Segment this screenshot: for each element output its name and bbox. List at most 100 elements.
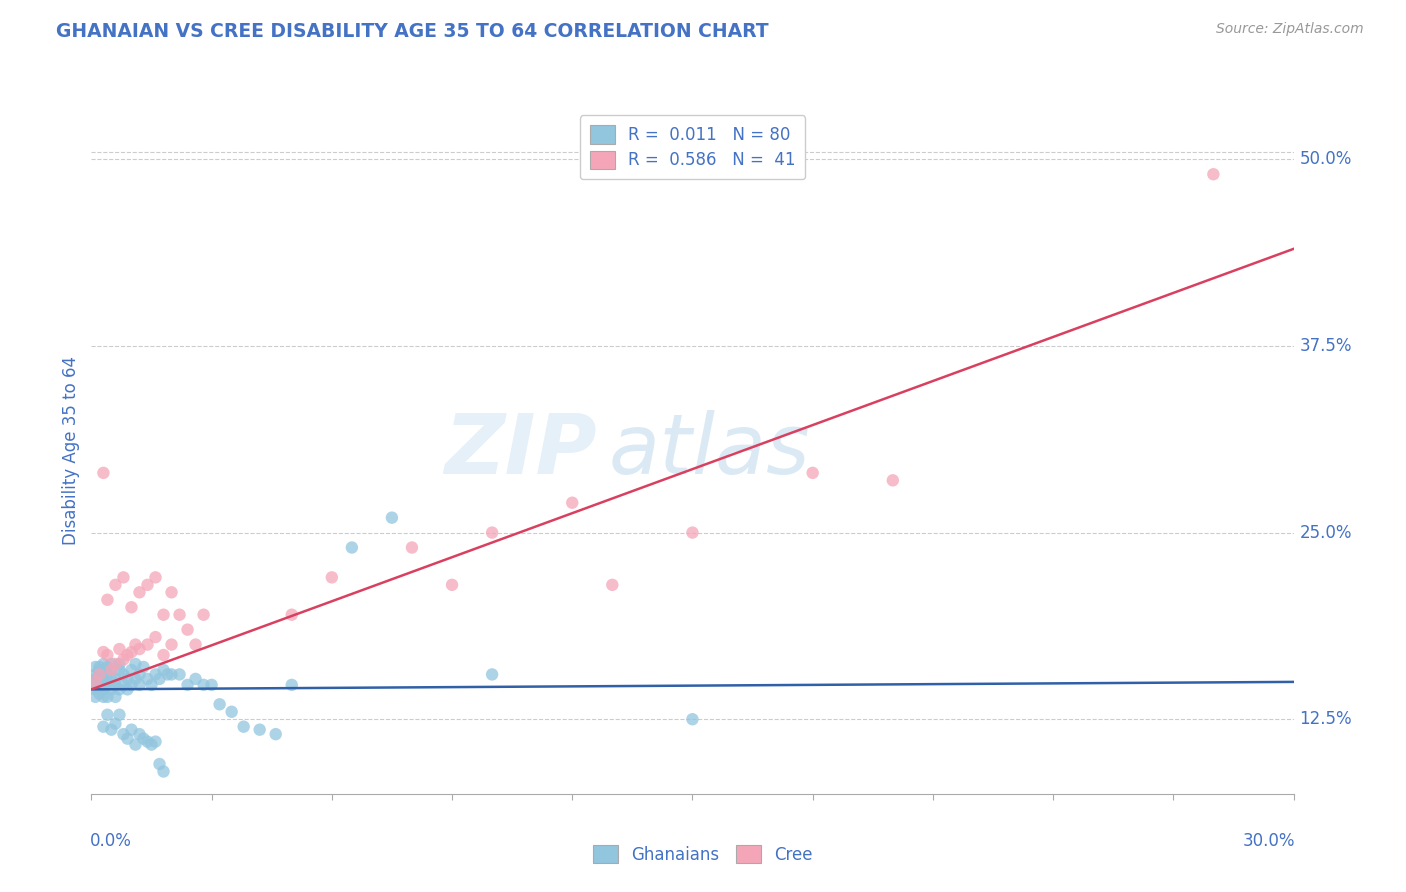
Legend: R =  0.011   N = 80, R =  0.586   N =  41: R = 0.011 N = 80, R = 0.586 N = 41 bbox=[579, 115, 806, 179]
Text: 37.5%: 37.5% bbox=[1299, 337, 1353, 355]
Point bbox=[121, 723, 143, 737]
Point bbox=[100, 723, 122, 737]
Point bbox=[89, 667, 111, 681]
Point bbox=[561, 496, 583, 510]
Point bbox=[93, 672, 115, 686]
Point bbox=[89, 660, 111, 674]
Point bbox=[160, 585, 183, 599]
Point bbox=[108, 642, 131, 657]
Point bbox=[193, 607, 215, 622]
Point bbox=[152, 663, 174, 677]
Point bbox=[145, 630, 167, 644]
Point bbox=[93, 466, 115, 480]
Point bbox=[128, 585, 150, 599]
Point bbox=[108, 663, 131, 677]
Point bbox=[169, 607, 191, 622]
Point bbox=[401, 541, 423, 555]
Text: 12.5%: 12.5% bbox=[1299, 710, 1353, 728]
Text: 0.0%: 0.0% bbox=[90, 831, 132, 850]
Point bbox=[104, 657, 127, 671]
Text: GHANAIAN VS CREE DISABILITY AGE 35 TO 64 CORRELATION CHART: GHANAIAN VS CREE DISABILITY AGE 35 TO 64… bbox=[56, 22, 769, 41]
Point bbox=[89, 687, 111, 701]
Point bbox=[141, 738, 163, 752]
Point bbox=[145, 734, 167, 748]
Point bbox=[145, 667, 167, 681]
Point bbox=[132, 731, 155, 746]
Point bbox=[104, 716, 127, 731]
Point bbox=[112, 667, 135, 681]
Point bbox=[440, 578, 463, 592]
Point bbox=[96, 592, 118, 607]
Point bbox=[84, 660, 107, 674]
Point bbox=[221, 705, 243, 719]
Point bbox=[93, 678, 115, 692]
Point bbox=[104, 672, 127, 686]
Point bbox=[117, 731, 139, 746]
Point bbox=[681, 525, 703, 540]
Point bbox=[108, 707, 131, 722]
Y-axis label: Disability Age 35 to 64: Disability Age 35 to 64 bbox=[62, 356, 80, 545]
Point bbox=[117, 682, 139, 697]
Point bbox=[93, 682, 115, 697]
Point bbox=[176, 623, 198, 637]
Point bbox=[100, 663, 122, 677]
Point bbox=[121, 678, 143, 692]
Point bbox=[152, 648, 174, 662]
Point bbox=[96, 678, 118, 692]
Point bbox=[193, 678, 215, 692]
Point bbox=[93, 645, 115, 659]
Point bbox=[89, 678, 111, 692]
Text: 30.0%: 30.0% bbox=[1243, 831, 1295, 850]
Point bbox=[128, 667, 150, 681]
Point bbox=[128, 642, 150, 657]
Point bbox=[104, 678, 127, 692]
Point bbox=[136, 672, 159, 686]
Point bbox=[96, 660, 118, 674]
Point bbox=[249, 723, 271, 737]
Point bbox=[136, 578, 159, 592]
Point bbox=[160, 638, 183, 652]
Point bbox=[100, 663, 122, 677]
Point bbox=[381, 510, 404, 524]
Text: 25.0%: 25.0% bbox=[1299, 524, 1353, 541]
Point bbox=[152, 607, 174, 622]
Point bbox=[232, 720, 254, 734]
Point bbox=[132, 660, 155, 674]
Point bbox=[121, 663, 143, 677]
Point bbox=[108, 657, 131, 671]
Point bbox=[481, 667, 503, 681]
Point bbox=[681, 712, 703, 726]
Point bbox=[84, 672, 107, 686]
Point bbox=[148, 672, 170, 686]
Point bbox=[93, 690, 115, 704]
Point bbox=[93, 657, 115, 671]
Point bbox=[281, 678, 304, 692]
Point bbox=[100, 657, 122, 671]
Point bbox=[84, 674, 107, 689]
Point bbox=[184, 672, 207, 686]
Point bbox=[169, 667, 191, 681]
Point bbox=[84, 674, 107, 689]
Point bbox=[321, 570, 343, 584]
Point bbox=[801, 466, 824, 480]
Point bbox=[160, 667, 183, 681]
Point bbox=[96, 690, 118, 704]
Point bbox=[602, 578, 624, 592]
Point bbox=[1202, 167, 1225, 181]
Point bbox=[100, 672, 122, 686]
Point bbox=[96, 648, 118, 662]
Point bbox=[176, 678, 198, 692]
Point bbox=[152, 764, 174, 779]
Point bbox=[128, 678, 150, 692]
Point bbox=[124, 738, 146, 752]
Point bbox=[89, 667, 111, 681]
Point bbox=[124, 672, 146, 686]
Point bbox=[84, 690, 107, 704]
Point bbox=[882, 473, 904, 487]
Text: atlas: atlas bbox=[609, 410, 810, 491]
Point bbox=[104, 578, 127, 592]
Point bbox=[112, 678, 135, 692]
Point bbox=[84, 678, 107, 692]
Point bbox=[124, 657, 146, 671]
Text: Source: ZipAtlas.com: Source: ZipAtlas.com bbox=[1216, 22, 1364, 37]
